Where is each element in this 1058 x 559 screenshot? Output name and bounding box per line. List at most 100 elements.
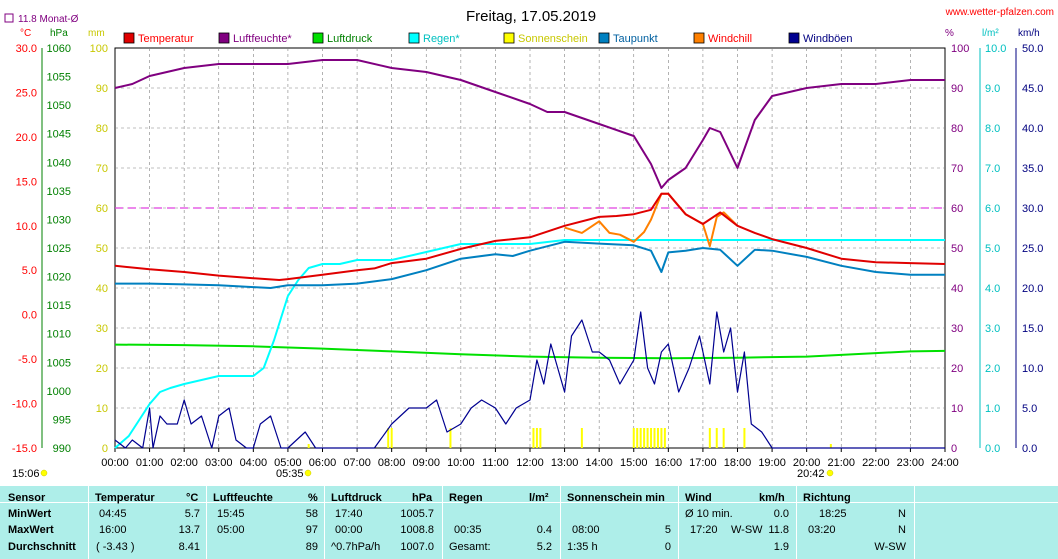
x-tick-label: 24:00	[931, 457, 959, 469]
x-tick-label: 18:00	[724, 457, 752, 469]
legend-label-dewpoint: Taupunkt	[613, 33, 658, 45]
max-temp-time: 16:00	[99, 524, 127, 536]
x-tick-label: 04:00	[240, 457, 268, 469]
avg-press-trend: ^0.7hPa/h	[331, 541, 381, 553]
sunshine-bar	[715, 428, 718, 448]
rain-axis-tick-label: 10.0	[985, 43, 1006, 55]
x-tick-label: 16:00	[655, 457, 683, 469]
humidity-axis-tick-label: 100	[951, 43, 969, 55]
table-divider	[206, 486, 207, 559]
legend-swatch-humidity	[218, 32, 230, 44]
wind-axis-tick-label: 45.0	[1022, 83, 1043, 95]
x-tick-label: 20:00	[793, 457, 821, 469]
sunshine-axis-tick-label: 80	[96, 123, 108, 135]
header-wind: Wind	[685, 492, 712, 504]
sunrise-time: 05:35	[276, 468, 304, 480]
sunshine-axis-tick-label: 50	[96, 243, 108, 255]
weather-chart: Freitag, 17.05.2019 www.wetter-pfalzen.c…	[4, 7, 1054, 480]
x-axis: 00:00 01:00 02:00 03:00 04:00 05:00 06:00 07:00…	[101, 448, 959, 469]
pressure-axis-tick-label: 1060	[47, 43, 71, 55]
temperature-axis-tick-label: -10.0	[12, 399, 37, 411]
sunset-time: 20:42	[797, 468, 825, 480]
sunrise-icon	[304, 469, 312, 477]
max-sun-value: 5	[664, 524, 671, 536]
x-tick-label: 14:00	[585, 457, 613, 469]
temperature-axis-tick-label: -5.0	[18, 354, 37, 366]
temperature-axis-tick-label: 30.0	[16, 43, 37, 55]
sunshine-bar	[307, 444, 310, 448]
pressure-axis-tick-label: 1030	[47, 214, 71, 226]
min-temp-value: 5.7	[184, 508, 200, 520]
unit-percent: %	[945, 28, 954, 39]
wind-axis-tick-label: 5.0	[1022, 403, 1037, 415]
temperature-axis-tick-label: 0.0	[22, 310, 37, 322]
temperature-axis-tick-label: 10.0	[16, 221, 37, 233]
header-humidity: Luftfeuchte	[213, 492, 273, 504]
max-dir-time: 03:20	[808, 524, 836, 536]
legend-label-pressure: Luftdruck	[327, 33, 373, 45]
table-divider	[796, 486, 797, 559]
wind-axis-tick-label: 35.0	[1022, 163, 1043, 175]
sunshine-bar	[643, 428, 646, 448]
rain-axis-tick-label: 4.0	[985, 283, 1000, 295]
humidity-axis-tick-label: 60	[951, 203, 963, 215]
x-tick-label: 15:00	[620, 457, 648, 469]
pressure-axis-tick-label: 1015	[47, 300, 71, 312]
humidity-axis-tick-label: 40	[951, 283, 963, 295]
sunshine-bar	[532, 428, 535, 448]
x-tick-label: 12:00	[516, 457, 544, 469]
chart-legend: Temperatur Luftfeuchte* Luftdruck Regen* Son…	[123, 32, 853, 45]
pressure-axis-tick-label: 1005	[47, 357, 71, 369]
header-temperature: Temperatur	[95, 492, 155, 504]
sunshine-bar	[650, 428, 653, 448]
legend-swatch-dewpoint	[598, 32, 610, 44]
min-press-value: 1005.7	[400, 508, 434, 520]
pressure-axis-tick-label: 1000	[47, 386, 71, 398]
humidity-axis-tick-label: 20	[951, 363, 963, 375]
site-link[interactable]: www.wetter-pfalzen.com	[945, 7, 1054, 18]
header-wind-unit: km/h	[759, 492, 785, 504]
x-tick-label: 21:00	[827, 457, 855, 469]
avg-rain-value: 5.2	[536, 541, 552, 553]
monthly-avg-label: 11.8 Monat-Ø	[18, 14, 79, 25]
pressure-axis-tick-label: 1045	[47, 129, 71, 141]
humidity-axis-tick-label: 50	[951, 243, 963, 255]
unit-hpa: hPa	[50, 28, 68, 39]
row-label-min: MinWert	[8, 508, 52, 520]
rain-line	[114, 239, 945, 449]
legend-swatch-gusts	[788, 32, 800, 44]
rain-axis-tick-label: 3.0	[985, 323, 1000, 335]
sunshine-axis-tick-label: 30	[96, 323, 108, 335]
table-divider	[678, 486, 679, 559]
pressure-axis-tick-label: 995	[53, 414, 71, 426]
x-tick-label: 22:00	[862, 457, 890, 469]
x-tick-label: 00:00	[101, 457, 129, 469]
chart-title: Freitag, 17.05.2019	[466, 8, 596, 25]
x-tick-label: 11:00	[482, 457, 509, 469]
sunshine-axis-tick-label: 60	[96, 203, 108, 215]
legend-swatch-sunshine	[503, 32, 515, 44]
avg-temp-note: ( -3.43 )	[96, 541, 135, 553]
x-tick-label: 06:00	[309, 457, 337, 469]
temperature-axis-tick-label: 25.0	[16, 87, 37, 99]
temperature-axis-tick-label: 5.0	[22, 265, 37, 277]
min-wind-label: Ø 10 min.	[685, 508, 733, 520]
sunshine-axis-tick-label: 0	[102, 443, 108, 455]
temperature-axis-tick-label: -15.0	[12, 443, 37, 455]
legend-swatch-pressure	[312, 32, 324, 44]
x-tick-label: 05:00	[274, 457, 302, 469]
wind-axis-tick-label: 0.0	[1022, 443, 1037, 455]
x-tick-label: 10:00	[447, 457, 475, 469]
temperature-axis-tick-label: 20.0	[16, 132, 37, 144]
statistics-table	[0, 486, 1058, 559]
min-dir-time: 18:25	[819, 508, 847, 520]
max-sun-time: 08:00	[572, 524, 600, 536]
avg-wind-value: 1.9	[773, 541, 789, 553]
avg-sun-total: 1:35 h	[567, 541, 598, 553]
sunshine-bar	[743, 428, 746, 448]
pressure-line	[114, 343, 946, 360]
max-wind-direction: W-SW	[731, 524, 763, 536]
chart-grid	[114, 47, 946, 449]
min-hum-time: 15:45	[217, 508, 245, 520]
legend-label-gusts: Windböen	[803, 33, 853, 45]
